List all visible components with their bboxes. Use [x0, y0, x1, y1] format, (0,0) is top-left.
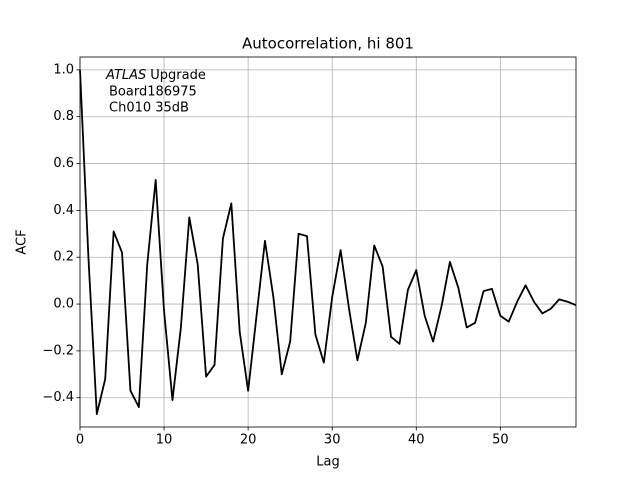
- y-tick-label: 0.0: [53, 297, 74, 312]
- y-tick-label: −0.4: [42, 390, 74, 405]
- annotation-emphasis: ATLAS: [105, 68, 146, 83]
- y-tick-label: −0.2: [42, 343, 74, 358]
- annotation: Board186975: [109, 85, 197, 100]
- y-axis-label: ACF: [15, 229, 30, 254]
- y-tick-label: 0.4: [53, 203, 74, 218]
- annotation: ATLAS Upgrade: [105, 68, 206, 83]
- annotation: Ch010 35dB: [109, 101, 189, 116]
- chart-title: Autocorrelation, hi 801: [242, 35, 414, 53]
- annotation-text: Upgrade: [150, 68, 206, 83]
- x-tick-label: 10: [156, 433, 173, 448]
- x-tick-label: 0: [76, 433, 84, 448]
- data-line: [79, 69, 577, 416]
- y-tick-label: 0.6: [53, 156, 74, 171]
- plot-area: 0 10 20 30 40 50 −0.4 −0.2 0.0 0.2 0.4 0.6 0.8 1.0: [42, 57, 577, 448]
- x-axis-label: Lag: [316, 455, 339, 470]
- y-tick-label: 0.8: [53, 109, 74, 124]
- x-tick-label: 30: [324, 433, 341, 448]
- y-tick-label: 1.0: [53, 62, 74, 77]
- y-tick-label: 0.2: [53, 250, 74, 265]
- x-tick-label: 40: [408, 433, 425, 448]
- x-tick-label: 20: [240, 433, 257, 448]
- axes-frame: [79, 56, 577, 428]
- x-tick-label: 50: [492, 433, 509, 448]
